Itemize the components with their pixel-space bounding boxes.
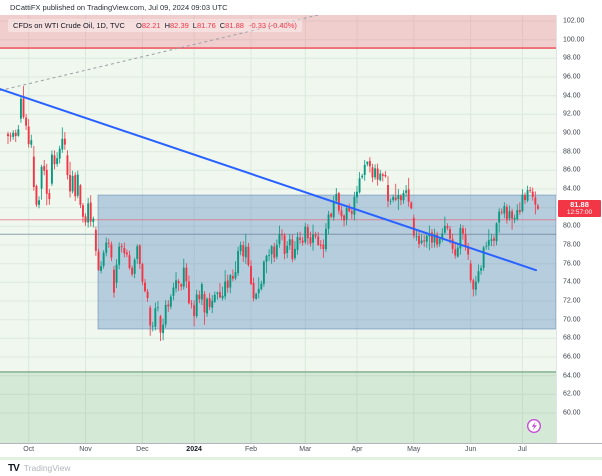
price-tick-label: 86.00 xyxy=(563,166,581,174)
low-value: 81.76 xyxy=(196,21,216,30)
low-label: L xyxy=(192,21,197,30)
price-tick-label: 68.00 xyxy=(563,334,581,342)
publish-byline: DCattiFX published on TradingView.com, J… xyxy=(10,3,228,12)
price-tick-label: 96.00 xyxy=(563,73,581,81)
price-tick-label: 98.00 xyxy=(563,54,581,62)
price-tick-label: 92.00 xyxy=(563,110,581,118)
footer-logo: TV TradingView xyxy=(8,461,71,475)
price-tick-label: 84.00 xyxy=(563,185,581,193)
time-axis[interactable]: Oct Nov Dec 2024 Feb Mar Apr May Jun Jul xyxy=(0,443,602,457)
tradingview-logo-icon[interactable]: TV xyxy=(8,462,20,474)
time-tick-label-dec: Dec xyxy=(136,446,149,453)
tradingview-logo-text[interactable]: TradingView xyxy=(23,463,71,473)
chart-plot-area[interactable]: CFDs on WTI Crude Oil, 1D, TVC O82.21 H82.… xyxy=(0,15,556,443)
price-tick-label: 74.00 xyxy=(563,278,581,286)
symbol-legend: CFDs on WTI Crude Oil, 1D, TVC O82.21 H82.… xyxy=(8,19,302,32)
change-value: -0.33 (-0.40%) xyxy=(248,21,297,30)
price-tick-label: 60.00 xyxy=(563,409,581,417)
price-tick-label: 66.00 xyxy=(563,353,581,361)
high-label: H xyxy=(164,21,171,30)
time-tick-label-feb: Feb xyxy=(244,446,258,453)
price-tick-label: 70.00 xyxy=(563,316,581,324)
price-tick-label: 62.00 xyxy=(563,390,581,398)
price-tick-label: 78.00 xyxy=(563,241,581,249)
consolidation-box xyxy=(98,195,556,329)
symbol-title[interactable]: CFDs on WTI Crude Oil, 1D, TVC xyxy=(13,21,125,30)
price-tick-label: 76.00 xyxy=(563,260,581,268)
grid-lines xyxy=(0,15,556,443)
close-label: C xyxy=(219,21,226,30)
time-tick-label-mar: Mar xyxy=(299,446,312,453)
bottom-accent-strip xyxy=(0,457,602,460)
price-tick-label: 90.00 xyxy=(563,129,581,137)
time-tick-label-nov: Nov xyxy=(79,446,92,453)
lightning-bolt-glyph xyxy=(531,421,537,431)
open-label: O xyxy=(135,21,142,30)
up-wicks xyxy=(12,95,528,341)
bar-countdown: 12:57:00 xyxy=(566,209,593,217)
price-tick-label: 102.00 xyxy=(563,17,585,25)
time-tick-label-oct: Oct xyxy=(23,446,35,453)
demand-zone xyxy=(0,371,556,443)
supply-zone xyxy=(0,15,556,49)
price-tick-label: 80.00 xyxy=(563,222,581,230)
price-tick-label: 94.00 xyxy=(563,92,581,100)
candlestick-canvas[interactable] xyxy=(0,15,556,443)
time-tick-label-2024: 2024 xyxy=(186,446,202,453)
price-tick-label: 100.00 xyxy=(563,36,585,44)
price-tick-label: 64.00 xyxy=(563,372,581,380)
time-tick-label-jul: Jul xyxy=(517,446,527,453)
last-price-value: 81.88 xyxy=(570,200,589,210)
price-tick-label: 72.00 xyxy=(563,297,581,305)
last-price-label: 81.88 12:57:00 xyxy=(558,200,601,218)
down-wicks xyxy=(7,86,539,341)
descending-trendline[interactable] xyxy=(0,88,537,272)
time-tick-label-jun: Jun xyxy=(465,446,477,453)
open-value: 82.21 xyxy=(141,21,161,30)
price-tick-label: 88.00 xyxy=(563,148,581,156)
time-tick-label-may: May xyxy=(407,446,421,453)
price-axis[interactable]: 81.88 12:57:00 102.00 100.00 98.00 96.00 94.… xyxy=(556,15,602,443)
high-value: 82.39 xyxy=(170,21,189,30)
close-value: 81.88 xyxy=(225,21,244,30)
time-tick-label-apr: Apr xyxy=(351,446,363,453)
